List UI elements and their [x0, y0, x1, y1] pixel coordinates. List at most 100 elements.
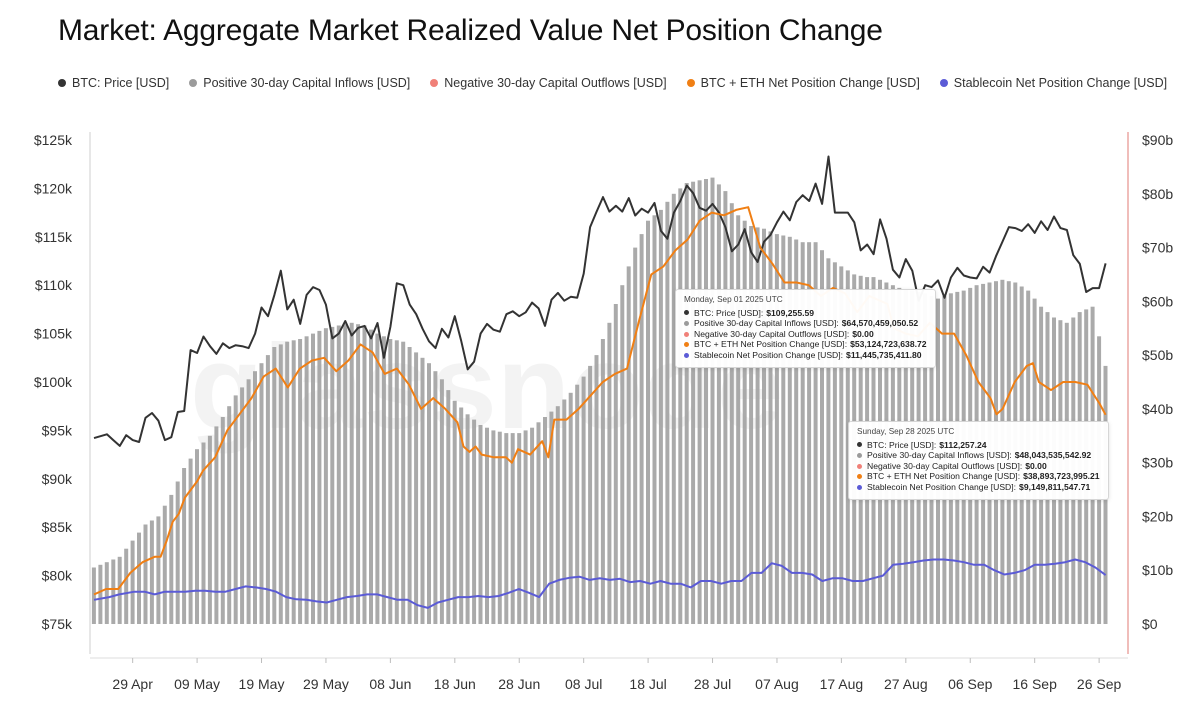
x-tick-label: 29 May [303, 676, 349, 692]
tooltip-value: $48,043,535,542.92 [1014, 450, 1092, 461]
inflow-bar [195, 449, 199, 624]
inflow-bar [452, 400, 457, 624]
inflow-bar [143, 524, 148, 624]
inflow-bar [755, 227, 760, 624]
inflow-bar [356, 324, 361, 624]
inflow-bar [207, 435, 212, 624]
inflow-bar [240, 387, 245, 624]
dot-icon [684, 320, 689, 326]
tooltip-value: $109,255.59 [766, 307, 815, 318]
inflow-bar [433, 371, 438, 624]
y-left-tick-label: $85k [42, 519, 73, 535]
series-line [93, 155, 1107, 447]
inflow-bar [420, 357, 425, 624]
y-left-tick-label: $115k [35, 229, 73, 245]
inflow-bar [304, 336, 309, 624]
inflow-bar [517, 433, 522, 624]
inflow-bar [639, 234, 644, 624]
legend-item-btc-eth-net[interactable]: BTC + ETH Net Position Change [USD] [686, 76, 920, 90]
inflow-bar [729, 203, 734, 624]
inflow-bar [362, 325, 367, 624]
inflow-bar [104, 562, 109, 624]
y-left-tick-label: $80k [42, 568, 73, 584]
y-right-tick-label: $80b [1142, 186, 1173, 202]
inflow-bar [832, 262, 837, 624]
tooltip-label: BTC + ETH Net Position Change [USD]: [694, 339, 848, 350]
tooltip-value: $53,124,723,638.72 [850, 339, 927, 350]
inflow-bar [710, 177, 715, 624]
inflow-bar [98, 564, 103, 624]
tooltip-row: BTC: Price [USD]: $112,257.24 [857, 440, 1100, 451]
inflow-bar [568, 392, 573, 624]
inflow-bar [446, 390, 451, 624]
tooltip-label: Negative 30-day Capital Outflows [USD]: [867, 460, 1023, 471]
dot-icon [684, 352, 689, 358]
legend-item-btc-price[interactable]: BTC: Price [USD] [58, 76, 169, 90]
inflow-bar [523, 430, 528, 624]
series-line [93, 558, 1107, 609]
x-tick-label: 26 Sep [1077, 676, 1122, 692]
x-tick-label: 29 Apr [112, 676, 153, 692]
tooltip-label: BTC: Price [USD]: [867, 439, 937, 450]
inflow-bar [497, 431, 502, 624]
inflow-bar [588, 365, 593, 624]
y-left-tick-label: $110k [35, 277, 73, 293]
dot-icon [857, 442, 862, 448]
inflow-bar [691, 181, 696, 624]
inflow-bar [781, 235, 786, 624]
legend-dot-icon [58, 79, 66, 87]
inflow-bar [465, 414, 470, 624]
inflow-bar [285, 341, 290, 624]
inflow-bar [723, 191, 728, 624]
y-right-tick-label: $0 [1142, 616, 1158, 632]
inflow-bar [787, 236, 792, 625]
x-tick-label: 16 Sep [1012, 676, 1057, 692]
tooltip-label: Positive 30-day Capital Inflows [USD]: [694, 318, 839, 329]
inflow-bar [317, 330, 322, 624]
y-right-tick-label: $20b [1142, 508, 1173, 524]
inflow-bar [807, 242, 812, 624]
inflow-bar [575, 384, 580, 624]
inflow-bar [375, 333, 380, 624]
legend-item-negative-outflows[interactable]: Negative 30-day Capital Outflows [USD] [430, 76, 667, 90]
axes: $75k $80k $85k $90k $95k $100k $105k $110k $115k… [34, 132, 1173, 692]
x-tick-label: 19 May [239, 676, 285, 692]
inflow-bar [246, 379, 251, 624]
inflow-bar [652, 215, 657, 625]
x-tick-label: 27 Aug [884, 676, 928, 692]
inflow-bar [600, 339, 605, 624]
inflow-bar [704, 179, 708, 624]
legend-dot-icon [189, 79, 198, 87]
inflow-bar [343, 324, 348, 624]
dot-icon [684, 342, 689, 348]
x-tick-label: 08 Jul [565, 676, 602, 692]
tooltip-date: Monday, Sep 01 2025 UTC [684, 295, 783, 304]
y-left-tick-label: $75k [42, 616, 73, 632]
inflow-bar [684, 183, 689, 624]
inflow-bar [774, 234, 779, 624]
x-tick-label: 07 Aug [755, 676, 799, 692]
series-lines [93, 155, 1107, 609]
inflow-bar [762, 228, 766, 624]
legend-label: Positive 30-day Capital Inflows [USD] [203, 76, 411, 90]
series-line [93, 206, 1107, 596]
x-tick-label: 28 Jul [694, 676, 731, 692]
legend-item-positive-inflows[interactable]: Positive 30-day Capital Inflows [USD] [189, 76, 410, 90]
inflow-bar [658, 209, 663, 624]
inflow-bar [800, 242, 805, 624]
inflow-bar [620, 285, 625, 624]
inflow-bar [175, 481, 180, 624]
legend-label: BTC: Price [USD] [72, 76, 170, 90]
y-right-tick-label: $10b [1142, 562, 1173, 578]
inflow-bar [401, 341, 406, 624]
inflow-bar [543, 417, 547, 624]
y-right-tick-label: $50b [1142, 347, 1173, 363]
tooltip-date: Sunday, Sep 28 2025 UTC [857, 427, 955, 436]
tooltip-label: BTC + ETH Net Position Change [USD]: [867, 471, 1021, 482]
legend-label: Negative 30-day Capital Outflows [USD] [444, 76, 667, 90]
inflow-bar [111, 559, 116, 624]
inflow-bar [839, 266, 844, 624]
legend-item-stablecoin-net[interactable]: Stablecoin Net Position Change [USD] [939, 76, 1167, 90]
tooltip-label: Positive 30-day Capital Inflows [USD]: [867, 450, 1012, 461]
